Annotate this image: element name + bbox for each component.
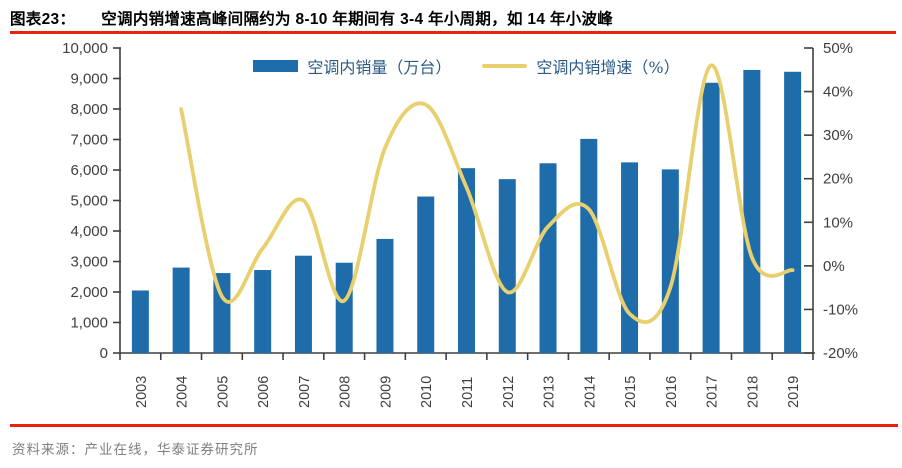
x-axis-tick-label: 2003 — [134, 376, 150, 408]
chart-legend: 空调内销量（万台） 空调内销增速（%） — [120, 54, 813, 78]
bar-2018 — [743, 69, 761, 354]
bar-2006 — [254, 270, 272, 353]
x-axis-tick-label: 2015 — [623, 376, 639, 408]
title-underline — [10, 31, 896, 34]
right-axis-tick-label: 0% — [823, 258, 845, 275]
x-axis-tick-label: 2018 — [745, 376, 761, 408]
bar-2015 — [621, 162, 639, 353]
right-axis-tick-label: 40% — [823, 84, 853, 101]
line-series-swatch — [482, 64, 528, 68]
x-axis-tick-label: 2008 — [338, 376, 354, 408]
bar-2016 — [661, 169, 679, 353]
right-axis-tick-label: 50% — [823, 40, 853, 57]
right-axis-tick-label: -20% — [823, 345, 858, 362]
right-axis-tick-label: 20% — [823, 171, 853, 188]
right-axis-tick-label: 10% — [823, 214, 853, 231]
bar-2019 — [784, 71, 802, 353]
x-axis-tick-label: 2009 — [378, 376, 394, 408]
bar-2003 — [131, 290, 149, 353]
bar-series-label: 空调内销量（万台） — [307, 58, 452, 77]
bar-2010 — [417, 196, 435, 353]
growth-line-series — [179, 63, 795, 324]
bar-2014 — [580, 138, 598, 353]
bar-2011 — [458, 168, 475, 353]
left-axis: 0 1,000 2,000 3,000 4,000 5,000 6,000 7,000 8,00… — [62, 40, 121, 362]
bar-series-swatch — [253, 60, 299, 72]
left-axis-tick-label: 10,000 — [62, 40, 108, 57]
bar-2009 — [376, 238, 394, 353]
bar-2004 — [172, 267, 190, 353]
x-axis: 2003 2004 2005 2006 2007 2008 2009 2010 2011 2012… — [119, 353, 814, 408]
x-axis-tick-label: 2006 — [256, 376, 272, 408]
left-axis-tick-label: 0 — [100, 345, 108, 362]
bar-2007 — [294, 255, 312, 353]
right-axis-tick-label: 30% — [823, 127, 853, 144]
left-axis-tick-label: 3,000 — [70, 254, 108, 271]
left-axis-tick-label: 9,000 — [70, 71, 108, 88]
right-axis-tick-label: -10% — [823, 301, 858, 318]
x-axis-tick-label: 2014 — [582, 376, 598, 408]
figure-number-label: 图表23： — [10, 11, 76, 28]
x-axis-tick-label: 2011 — [460, 377, 476, 408]
right-axis: -20% -10% 0% 10% 20% 30% 40% 50% — [804, 40, 858, 362]
footer-rule — [10, 424, 898, 427]
figure-title: 图表23： 空调内销增速高峰间隔约为 8-10 年期间有 3-4 年小周期，如 1… — [10, 7, 895, 29]
left-axis-tick-label: 6,000 — [70, 162, 108, 179]
x-axis-tick-label: 2005 — [215, 376, 231, 408]
x-axis-tick-label: 2004 — [175, 376, 191, 408]
source-note: 资料来源：产业在线，华泰证券研究所 — [12, 442, 259, 458]
x-axis-tick-label: 2016 — [664, 376, 680, 408]
bar-2012 — [498, 179, 516, 353]
x-axis-tick-label: 2013 — [542, 376, 558, 408]
left-axis-tick-label: 2,000 — [70, 284, 108, 301]
figure-title-text: 空调内销增速高峰间隔约为 8-10 年期间有 3-4 年小周期，如 14 年小波… — [101, 11, 614, 28]
bar-2017 — [702, 82, 720, 354]
left-axis-tick-label: 8,000 — [70, 101, 108, 118]
bars-series — [131, 69, 802, 354]
bar-2013 — [539, 163, 557, 353]
x-axis-tick-label: 2012 — [501, 376, 517, 408]
x-axis-tick-label: 2019 — [786, 376, 802, 408]
left-axis-tick-label: 5,000 — [70, 193, 108, 210]
left-axis-tick-label: 1,000 — [70, 315, 108, 332]
x-axis-tick-label: 2007 — [297, 376, 313, 408]
left-axis-tick-label: 7,000 — [70, 132, 108, 149]
x-axis-tick-label: 2010 — [419, 376, 435, 408]
bar-2008 — [335, 262, 353, 353]
x-axis-tick-label: 2017 — [705, 376, 721, 408]
left-axis-tick-label: 4,000 — [70, 223, 108, 240]
line-series-label: 空调内销增速（%） — [536, 58, 680, 77]
bar-2005 — [213, 273, 231, 353]
